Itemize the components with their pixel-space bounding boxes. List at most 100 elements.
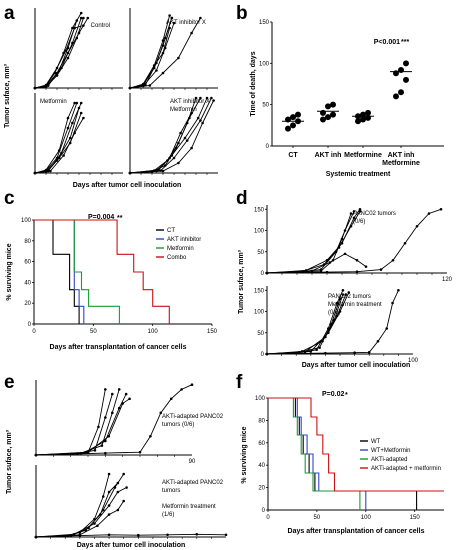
panel-a-sub1-point	[82, 16, 85, 20]
panel-a-sub3-point	[49, 169, 52, 173]
panel-d-sub1-point	[310, 269, 314, 273]
panel-e-sub1-point	[190, 383, 194, 386]
panel-b-stars: ***	[401, 39, 409, 46]
panel-d-sub1-point	[439, 207, 443, 211]
panel-d-sub2-point	[338, 310, 342, 313]
panel-b-pvalue: P<0.001	[374, 39, 400, 46]
panel-e-sub1-point	[180, 388, 183, 391]
panel-e-sub1-series-6	[35, 384, 193, 456]
panel-d-sub1-y-tick-label: 150	[254, 207, 265, 213]
panel-f: 0 20 40 60 80 100 0 50 100 150 WT WT+Metformin AKTi-…	[241, 391, 444, 535]
panel-a-sub4-point	[205, 96, 209, 100]
panel-a-sub4-point	[210, 96, 213, 100]
panel-d-sub1-point	[355, 258, 359, 262]
panel-a-sub3-series-5	[34, 112, 82, 174]
panel-d-sub1-point	[340, 241, 344, 245]
panel-b-point	[320, 116, 326, 123]
panel-b-point	[290, 114, 296, 121]
panel-d-sub1-label-line: (0/6)	[353, 219, 365, 225]
panel-d-sub1-y-tick-label: 100	[254, 229, 265, 235]
panel-c-legend-label: Metformin	[167, 246, 194, 252]
panel-e-sub1-point	[121, 402, 124, 405]
panel-a-sub1-point	[64, 49, 68, 52]
panel-label-d: d	[236, 188, 248, 209]
panel-a-sub2-point	[141, 82, 145, 86]
panel-e-sub1-label-line: tumors (0/6)	[162, 422, 194, 428]
panel-d-sub1-point	[403, 241, 407, 245]
panel-d-sub2-point	[324, 351, 327, 355]
panel-a-sub4-point	[177, 161, 180, 165]
panel-b-ylabel: Time of death, days	[250, 51, 257, 116]
panel-f-ylabel: % surviving mice	[241, 426, 248, 483]
panel-e-sub2-point	[107, 472, 111, 476]
panel-a-sub1-series-5	[34, 17, 89, 89]
panel-b-category-line: CT	[288, 152, 298, 159]
panel-e-sub1-point	[128, 397, 131, 401]
panel-e-sub2-point	[116, 490, 120, 494]
panel-c-legend-label: AKT inhibitor	[167, 237, 201, 243]
panel-d-sub1-y-tick-label: 50	[257, 250, 264, 256]
panel-d-sub1-series-1	[266, 213, 352, 274]
panel-a-sub2-point	[168, 14, 171, 17]
panel-c-ylabel: % surviving mice	[6, 243, 13, 300]
panel-a-sub1-point	[77, 31, 81, 35]
panel-b-point	[398, 89, 404, 96]
panel-d-sub2-point	[353, 351, 356, 355]
panel-e-sub1-point	[149, 434, 152, 438]
panel-c-stars: **	[117, 215, 123, 222]
panel-b-point	[295, 111, 301, 118]
panel-b-point	[360, 116, 366, 123]
panel-a-sub1-point	[60, 66, 63, 70]
panel-e-sub2-label-line: AKTi-adapted PANC02	[162, 480, 224, 486]
panel-e-sub1-point	[169, 397, 173, 401]
panel-a-sub3-point	[79, 111, 83, 115]
panel-c-pvalue: P=0.004	[88, 214, 114, 221]
panel-label-f: f	[236, 372, 243, 393]
panel-e-sub2-label-line: (1/6)	[162, 512, 174, 518]
panel-b-y-tick-label: 0	[266, 144, 270, 150]
panel-d-sub2-point	[327, 331, 330, 335]
panel-b-category-line: AKT inh	[388, 152, 415, 159]
panel-b-point	[325, 103, 331, 110]
panel-a-sub1-series-4	[34, 25, 84, 89]
panel-c: 0 20 40 60 80 100 0 50 100 150 CT AKT inhibitor Metf…	[6, 214, 218, 351]
panel-c-y-tick-label: 0	[28, 322, 32, 328]
panel-b-y-tick-label: 50	[262, 103, 269, 109]
panel-f-series-1	[268, 397, 418, 510]
panel-e-sub2-point	[122, 499, 125, 503]
panel-a-sub4-series-5	[129, 97, 212, 174]
panel-e-sub2-point	[137, 533, 140, 537]
panel-d-sub1-point	[328, 261, 332, 264]
panel-e-sub2-series-5	[35, 500, 125, 538]
panel-e-sub1-point	[104, 416, 107, 419]
panel-e-sub2-label-line: tumors	[162, 488, 180, 494]
panel-b-point	[365, 109, 371, 116]
panel-a-sub4-point	[179, 131, 182, 135]
panel-a-sub2-label-line: AKT inhibitor X	[166, 20, 206, 26]
panel-d-sub2-point	[338, 297, 342, 301]
panel-a-sub4-point	[194, 96, 198, 100]
panel-d-sub2-point	[344, 293, 348, 296]
panel-e-sub1-point	[104, 388, 107, 391]
panel-a-sub4-point	[212, 99, 215, 102]
panel-b-point	[393, 93, 399, 100]
panel-e-sub2-point	[78, 534, 82, 537]
panel-b-point	[290, 122, 296, 129]
panel-e-sub1-point	[104, 439, 107, 443]
panel-a-sub4-point	[161, 169, 165, 173]
panel-a-sub3-point	[62, 154, 65, 157]
panel-a-sub2-point	[128, 86, 132, 90]
panel-d-sub2-series-6	[266, 290, 399, 355]
panel-a-sub2-point	[163, 36, 167, 40]
panel-f-y-tick-label: 60	[258, 441, 265, 447]
panel-d-sub2-point	[347, 291, 351, 294]
panel-e-sub1-point	[97, 425, 100, 429]
panel-label-b: b	[236, 3, 248, 24]
panel-a-subplot-3: Metformin	[33, 93, 123, 175]
panel-c-series-4	[34, 219, 170, 324]
panel-label-c: c	[4, 188, 15, 209]
panel-f-y-tick-label: 80	[258, 418, 265, 424]
panel-a-sub3-point	[57, 149, 61, 152]
